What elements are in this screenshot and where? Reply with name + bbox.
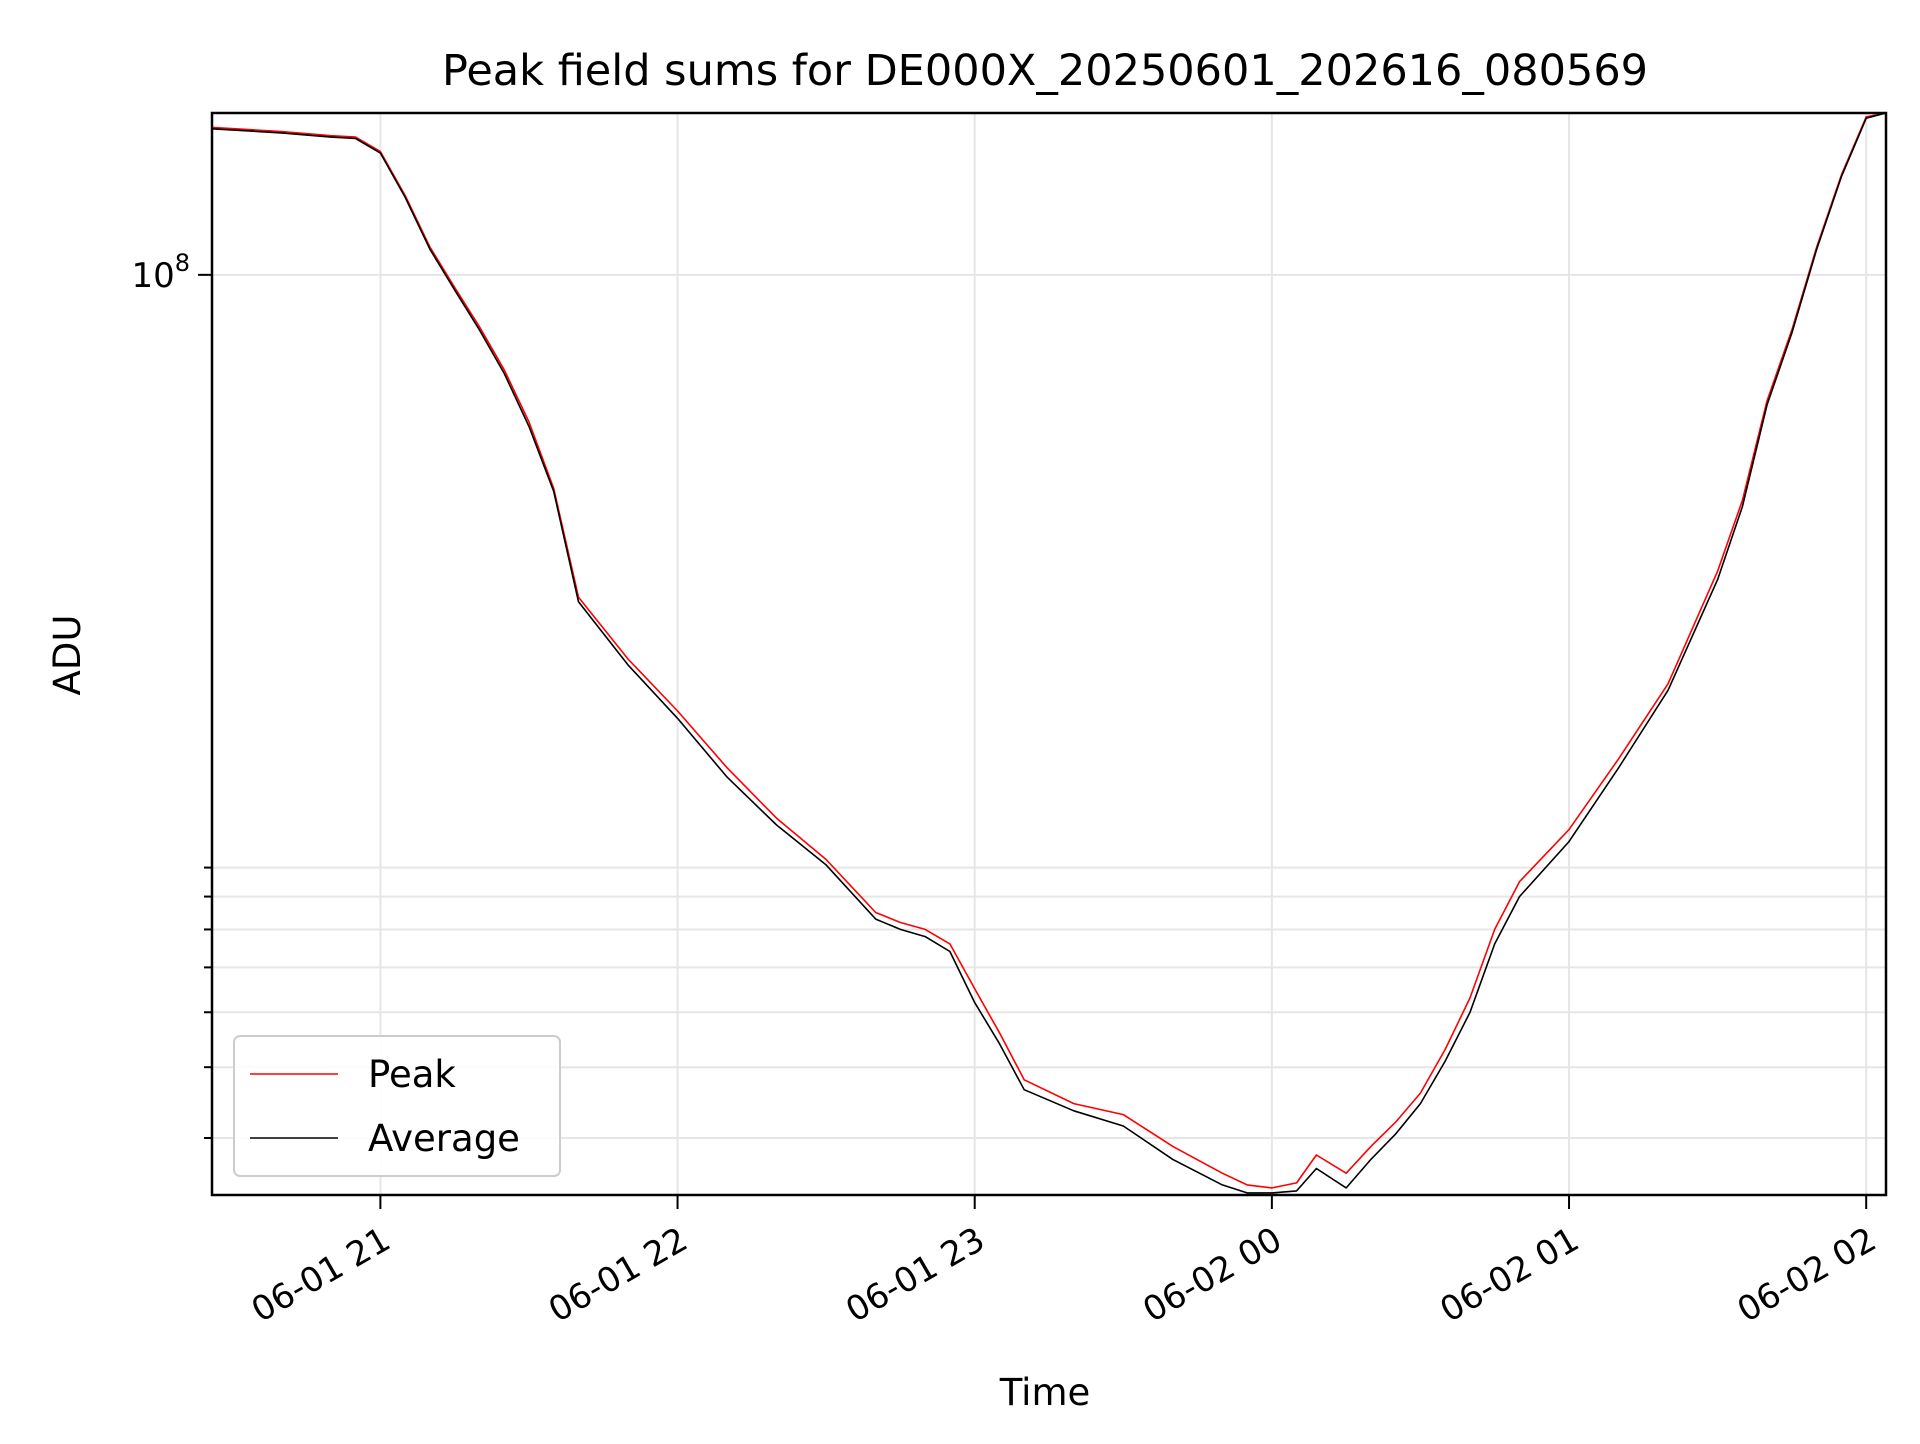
x-axis-label: Time — [999, 1371, 1091, 1414]
chart-title: Peak field sums for DE000X_20250601_2026… — [442, 46, 1648, 96]
legend-box — [233, 1035, 561, 1177]
series-line-average — [211, 112, 1887, 1194]
legend-label-peak: Peak — [368, 1053, 456, 1096]
plot-frame — [210, 111, 1888, 1197]
series-line-peak — [211, 112, 1887, 1189]
legend-label-average: Average — [368, 1117, 520, 1160]
y-tick-exponent: 8 — [175, 249, 190, 277]
series-group — [211, 112, 1887, 1194]
legend: Peak Average — [233, 1035, 561, 1177]
grid — [212, 113, 1886, 1195]
y-axis-label: ADU — [46, 615, 89, 696]
